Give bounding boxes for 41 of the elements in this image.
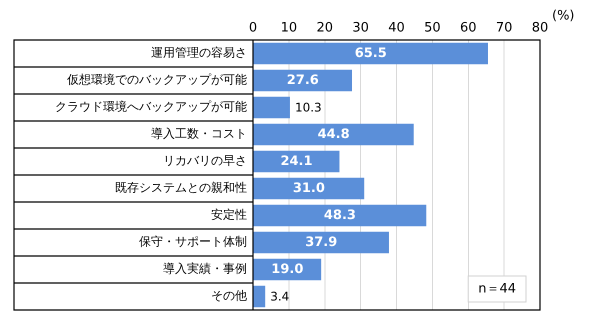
x-tick-label: 30 [352,20,369,36]
y-tick-label: 仮想環境でのバックアップが可能 [66,72,247,87]
y-tick-label: 保守・サポート体制 [139,234,247,249]
y-tick-label: その他 [211,288,247,303]
bar [254,286,266,308]
bar [254,232,389,254]
data-label: 24.1 [280,154,313,169]
bar [254,150,340,172]
y-tick-label: 安定性 [211,208,247,222]
x-tick-label: 10 [280,20,298,36]
y-tick-label: 導入工数・コスト [151,126,247,141]
x-tick-label: 60 [460,20,477,36]
bar [254,70,352,92]
bar [254,258,322,280]
y-tick-label: クラウド環境へバックアップが可能 [55,100,247,114]
y-tick-label: 既存システムとの親和性 [115,180,247,195]
data-label: 19.0 [271,262,304,277]
bar [254,96,290,118]
data-label: 27.6 [286,72,319,88]
data-label: 10.3 [294,100,322,115]
data-label: 65.5 [354,46,387,61]
x-tick-label: 70 [496,20,512,36]
data-label: 37.9 [305,234,338,250]
data-label: 48.3 [324,208,356,223]
data-label: 3.4 [270,290,290,304]
bar [254,124,414,146]
bar [254,204,426,226]
x-tick-label: 50 [424,20,441,36]
annotation: n＝44 [478,281,516,296]
x-tick-label: 40 [388,20,405,36]
data-label: 44.8 [318,126,350,142]
bar [254,42,488,64]
x-tick-label: 80 [532,20,548,36]
x-axis-title: (%) [552,8,574,24]
y-tick-label: 運用管理の容易さ [151,46,247,60]
x-tick-label: 20 [316,20,334,36]
y-tick-label: リカバリの早さ [163,154,247,168]
bar [254,178,364,200]
x-tick-label: 0 [248,20,258,36]
data-label: 31.0 [292,180,325,196]
y-tick-label: 導入実績・事例 [163,262,247,276]
